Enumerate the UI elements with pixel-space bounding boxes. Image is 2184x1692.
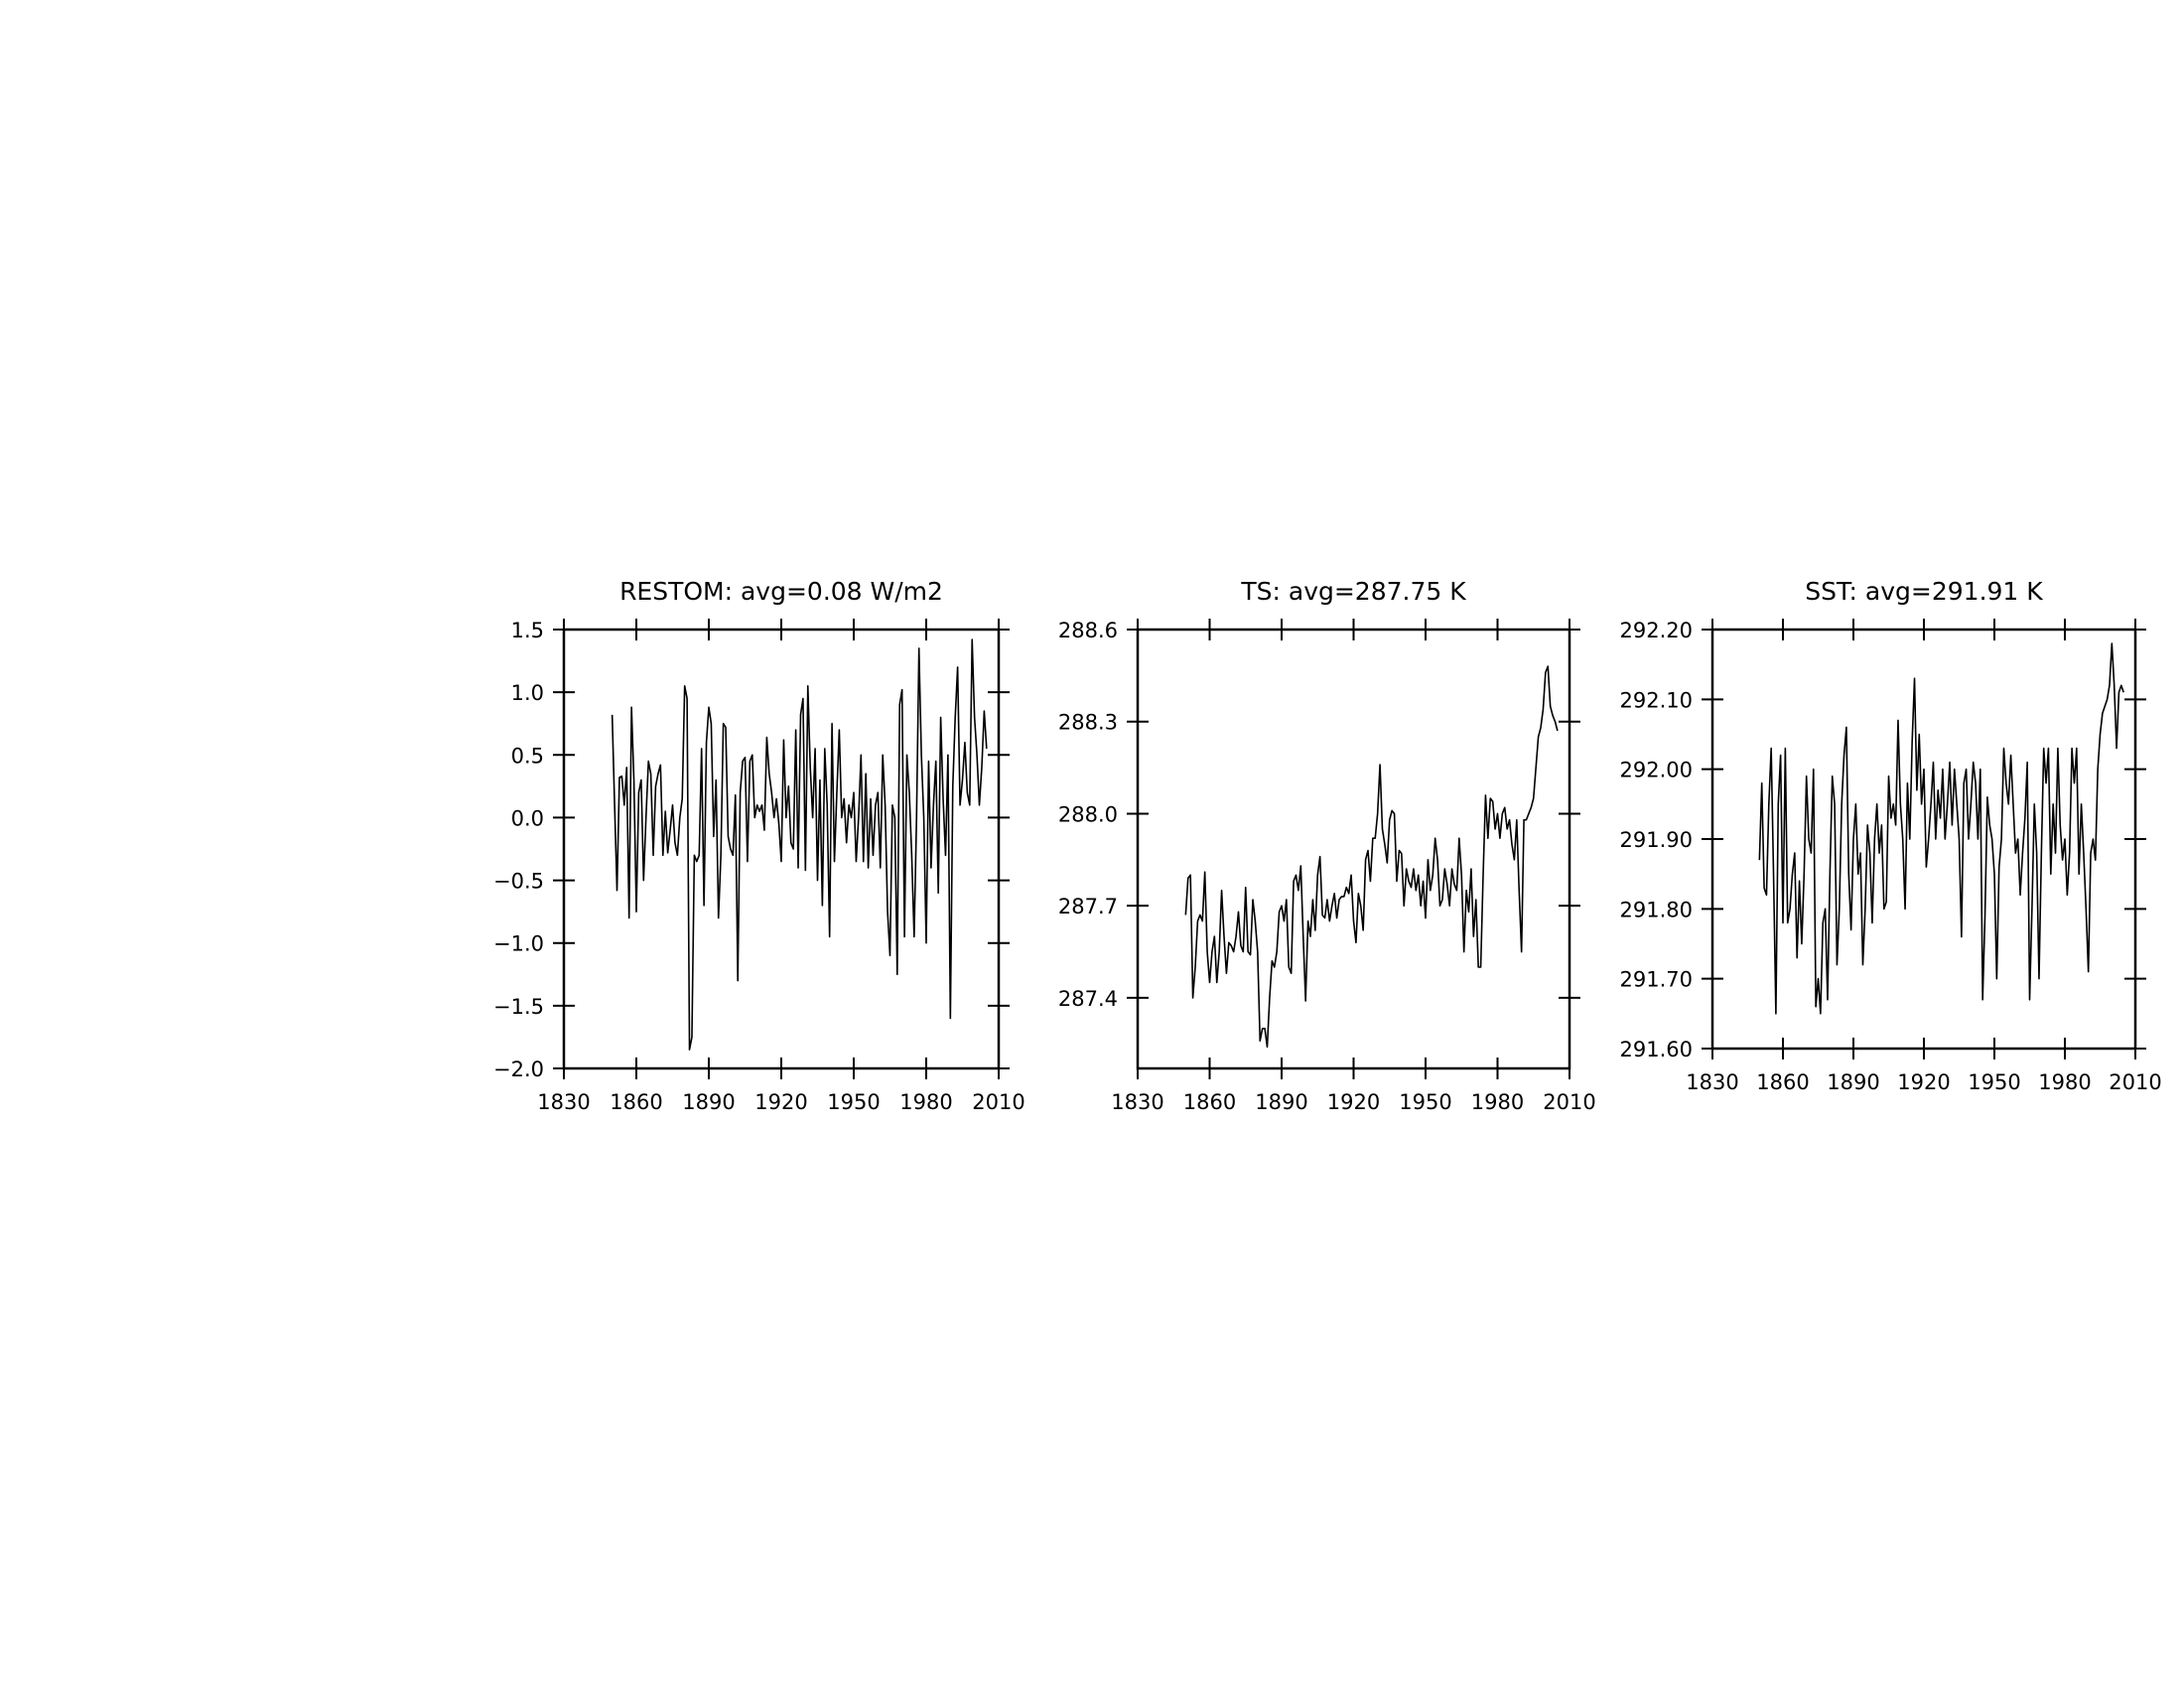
x-tick-label: 1980 <box>1471 1090 1524 1114</box>
y-tick-label: 291.90 <box>1620 828 1693 852</box>
y-tick-label: −1.5 <box>493 995 544 1019</box>
x-tick-label: 1890 <box>1827 1070 1879 1094</box>
x-tick-label: 2010 <box>2109 1070 2161 1094</box>
y-tick-label: 292.00 <box>1620 759 1693 782</box>
x-tick-label: 1980 <box>899 1090 952 1114</box>
y-tick-label: 1.5 <box>511 619 544 642</box>
y-tick-label: 288.6 <box>1058 619 1118 642</box>
x-tick-label: 1980 <box>2038 1070 2091 1094</box>
x-tick-label: 1830 <box>1686 1070 1738 1094</box>
y-tick-label: 287.7 <box>1058 895 1118 918</box>
x-tick-label: 1920 <box>1327 1090 1380 1114</box>
y-tick-label: −1.0 <box>493 932 544 956</box>
y-tick-label: 288.3 <box>1058 711 1118 735</box>
plot-frame <box>1136 628 1571 1070</box>
data-line <box>1758 642 2124 1015</box>
y-tick-label: 288.0 <box>1058 802 1118 826</box>
x-tick-label: 1950 <box>827 1090 880 1114</box>
y-tick-label: 0.5 <box>511 744 544 768</box>
y-tick-label: 291.60 <box>1620 1038 1693 1061</box>
x-tick-label: 1920 <box>754 1090 807 1114</box>
x-tick-label: 1860 <box>610 1090 662 1114</box>
x-tick-label: 1830 <box>537 1090 590 1114</box>
y-tick-label: −2.0 <box>493 1058 544 1081</box>
y-tick-label: 292.20 <box>1620 619 1693 642</box>
x-tick-label: 1830 <box>1111 1090 1163 1114</box>
x-tick-label: 1920 <box>1897 1070 1950 1094</box>
y-tick-label: 292.10 <box>1620 688 1693 712</box>
y-tick-label: 1.0 <box>511 681 544 705</box>
x-tick-label: 1950 <box>1399 1090 1451 1114</box>
x-tick-label: 1860 <box>1183 1090 1236 1114</box>
x-tick-label: 1890 <box>1255 1090 1307 1114</box>
chart-title: SST: avg=291.91 K <box>1805 577 2043 606</box>
data-line <box>1184 665 1559 1049</box>
x-tick-label: 1950 <box>1968 1070 2020 1094</box>
y-tick-label: 0.0 <box>511 806 544 830</box>
chart-title: RESTOM: avg=0.08 W/m2 <box>619 577 943 606</box>
x-tick-label: 1860 <box>1756 1070 1809 1094</box>
y-tick-label: 291.80 <box>1620 898 1693 921</box>
chart-title: TS: avg=287.75 K <box>1240 577 1466 606</box>
x-tick-label: 2010 <box>972 1090 1024 1114</box>
y-tick-label: −0.5 <box>493 870 544 894</box>
y-tick-label: 287.4 <box>1058 987 1118 1011</box>
y-tick-label: 291.70 <box>1620 968 1693 992</box>
data-line <box>611 638 988 1051</box>
x-tick-label: 2010 <box>1543 1090 1595 1114</box>
x-tick-label: 1890 <box>682 1090 735 1114</box>
